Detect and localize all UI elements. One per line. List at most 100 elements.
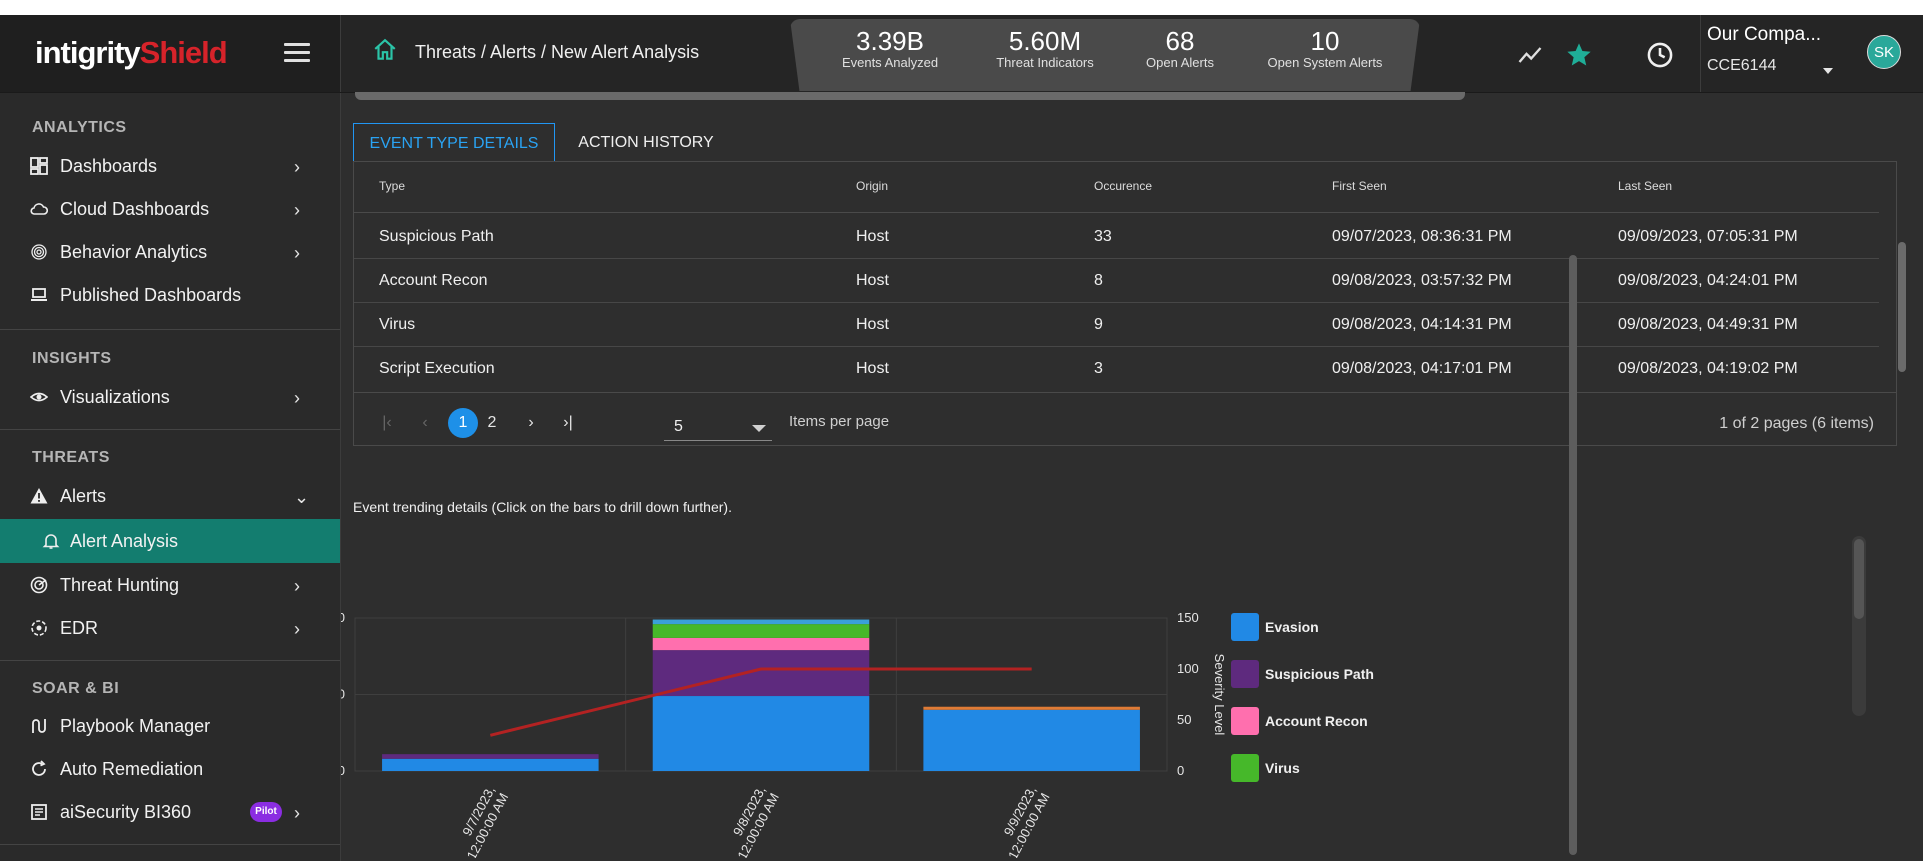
stat-label: Open Alerts bbox=[1146, 55, 1214, 70]
legend-scrollbar[interactable] bbox=[1852, 536, 1866, 716]
x-tick-label: 9/9/2023,12:00:00 AM bbox=[992, 783, 1053, 858]
eye-icon bbox=[30, 392, 48, 402]
breadcrumb: Threats / Alerts / New Alert Analysis bbox=[415, 42, 700, 62]
scrollbar-thumb[interactable] bbox=[1898, 242, 1906, 372]
section-header-soar-bi: SOAR & BI bbox=[32, 680, 120, 697]
items-per-page-label: Items per page bbox=[789, 413, 890, 430]
sidebar-item-label: Behavior Analytics bbox=[60, 242, 208, 262]
column-header-origin[interactable]: Origin bbox=[856, 179, 889, 193]
refresh-icon bbox=[32, 760, 46, 776]
bar-segment[interactable] bbox=[923, 709, 1140, 771]
stat-label: Events Analyzed bbox=[841, 55, 939, 70]
y-right-axis-label: Severity Level bbox=[1212, 654, 1227, 736]
event-type-table: Type Origin Occurence First Seen Last Se… bbox=[353, 161, 1906, 446]
sidebar-item-label: Dashboards bbox=[60, 156, 158, 176]
sidebar-item-cloud-dashboards[interactable]: Cloud Dashboards › bbox=[0, 189, 340, 229]
event-trend-chart[interactable]: 100500150100500Event CountSeverity Level… bbox=[341, 513, 1923, 858]
table-row[interactable]: Account Recon Host 8 09/08/2023, 03:57:3… bbox=[354, 258, 1879, 303]
bar-segment[interactable] bbox=[652, 696, 870, 771]
stat-value: 3.39B bbox=[856, 26, 924, 56]
page-button-2[interactable]: 2 bbox=[487, 414, 497, 431]
stat-open-alerts[interactable]: 68 Open Alerts bbox=[1105, 27, 1255, 71]
legend-swatch bbox=[1231, 613, 1259, 641]
table-row[interactable]: Virus Host 9 09/08/2023, 04:14:31 PM 09/… bbox=[354, 302, 1879, 347]
bar-segment[interactable] bbox=[652, 624, 870, 638]
clock-icon[interactable] bbox=[1646, 41, 1674, 69]
stat-label: Threat Indicators bbox=[996, 55, 1094, 70]
menu-toggle-icon[interactable] bbox=[284, 43, 310, 63]
column-header-type[interactable]: Type bbox=[379, 179, 406, 193]
logo[interactable]: intigrityShield bbox=[35, 35, 228, 71]
horizontal-scrollbar[interactable] bbox=[355, 92, 1465, 100]
first-page-button[interactable]: |‹ bbox=[382, 414, 392, 431]
previous-page-button[interactable]: ‹ bbox=[422, 414, 428, 431]
top-bar: intigrityShield Threats / Alerts / New A… bbox=[0, 15, 1923, 100]
bar-segment[interactable] bbox=[652, 619, 870, 625]
laptop-icon bbox=[31, 288, 47, 301]
chevron-right-icon: › bbox=[294, 803, 300, 823]
table-row[interactable]: Script Execution Host 3 09/08/2023, 04:1… bbox=[354, 346, 1879, 390]
pagination: |‹ ‹ 1 2 › ›| 5 Items per page 1 of 2 pa… bbox=[354, 392, 1896, 446]
page-button-1[interactable]: 1 bbox=[448, 408, 478, 438]
sidebar-item-aisecurity-bi360[interactable]: aiSecurity BI360 Pilot › bbox=[0, 792, 340, 832]
sidebar-item-behavior-analytics[interactable]: Behavior Analytics › bbox=[0, 232, 340, 272]
section-header-analytics: ANALYTICS bbox=[32, 119, 127, 136]
sidebar-item-label: Published Dashboards bbox=[60, 285, 242, 305]
items-per-page-select[interactable]: 5 bbox=[664, 410, 772, 441]
table-scrollbar[interactable] bbox=[1896, 162, 1908, 392]
cell-first-seen: 09/08/2023, 04:14:31 PM bbox=[1332, 316, 1512, 333]
scrollbar-thumb[interactable] bbox=[1854, 539, 1864, 619]
sidebar-item-dashboards[interactable]: Dashboards › bbox=[0, 146, 340, 186]
cell-first-seen: 09/08/2023, 03:57:32 PM bbox=[1332, 272, 1512, 289]
bell-icon bbox=[42, 534, 60, 549]
company-name: Our Compa... bbox=[1707, 24, 1822, 45]
sidebar-item-auto-remediation[interactable]: Auto Remediation bbox=[0, 749, 340, 789]
sidebar-item-alert-analysis[interactable]: Alert Analysis bbox=[0, 519, 340, 563]
bar-segment[interactable] bbox=[382, 758, 599, 771]
last-page-button[interactable]: ›| bbox=[563, 414, 573, 431]
x-tick-label: 9/7/2023,12:00:00 AM bbox=[450, 783, 511, 858]
stats-panel: 3.39B Events Analyzed 5.60M Threat Indicat… bbox=[790, 19, 1420, 91]
cell-type: Suspicious Path bbox=[379, 228, 494, 245]
cell-origin: Host bbox=[856, 272, 889, 289]
y-tick-label: 50 bbox=[341, 687, 345, 702]
stat-events-analyzed[interactable]: 3.39B Events Analyzed bbox=[815, 27, 965, 71]
sidebar-item-edr[interactable]: EDR › bbox=[0, 608, 340, 648]
cell-occurence: 33 bbox=[1094, 228, 1112, 245]
sidebar-item-label: EDR bbox=[60, 618, 99, 638]
bar-segment[interactable] bbox=[382, 754, 599, 759]
column-header-last-seen[interactable]: Last Seen bbox=[1618, 179, 1673, 193]
trend-icon[interactable] bbox=[1516, 41, 1544, 69]
tab-action-history[interactable]: ACTION HISTORY bbox=[578, 134, 714, 151]
stat-open-system-alerts[interactable]: 10 Open System Alerts bbox=[1250, 27, 1400, 71]
avatar[interactable]: SK bbox=[1867, 35, 1901, 69]
next-page-button[interactable]: › bbox=[528, 414, 534, 431]
home-icon[interactable] bbox=[372, 37, 398, 63]
cell-type: Virus bbox=[379, 316, 416, 333]
page-scrollbar[interactable] bbox=[1569, 255, 1577, 855]
bar-segment[interactable] bbox=[652, 650, 870, 697]
cell-occurence: 9 bbox=[1094, 316, 1103, 333]
stat-threat-indicators[interactable]: 5.60M Threat Indicators bbox=[970, 27, 1120, 71]
sidebar-item-threat-hunting[interactable]: Threat Hunting › bbox=[0, 565, 340, 605]
chevron-right-icon: › bbox=[294, 619, 300, 639]
column-header-occurence[interactable]: Occurence bbox=[1094, 179, 1153, 193]
company-selector[interactable]: Our Compa... CCE6144 bbox=[1700, 15, 1841, 92]
pilot-badge: Pilot bbox=[250, 802, 282, 822]
sidebar-item-visualizations[interactable]: Visualizations › bbox=[0, 377, 340, 417]
star-icon[interactable] bbox=[1565, 41, 1593, 69]
bar-segment[interactable] bbox=[652, 637, 870, 651]
divider bbox=[0, 660, 340, 661]
sidebar-item-published-dashboards[interactable]: Published Dashboards bbox=[0, 275, 340, 315]
legend-label: Virus bbox=[1265, 760, 1300, 776]
y-right-tick-label: 100 bbox=[1177, 661, 1199, 676]
table-row[interactable]: Suspicious Path Host 33 09/07/2023, 08:3… bbox=[354, 214, 1879, 259]
column-header-first-seen[interactable]: First Seen bbox=[1332, 179, 1387, 193]
bar-segment[interactable] bbox=[923, 706, 1140, 710]
tab-event-type-details[interactable]: EVENT TYPE DETAILS bbox=[353, 123, 555, 162]
cell-origin: Host bbox=[856, 316, 889, 333]
cell-first-seen: 09/07/2023, 08:36:31 PM bbox=[1332, 228, 1512, 245]
sidebar-item-playbook-manager[interactable]: Playbook Manager bbox=[0, 706, 340, 746]
radar-icon bbox=[30, 576, 48, 594]
sidebar-item-alerts[interactable]: Alerts ⌄ bbox=[0, 476, 340, 516]
